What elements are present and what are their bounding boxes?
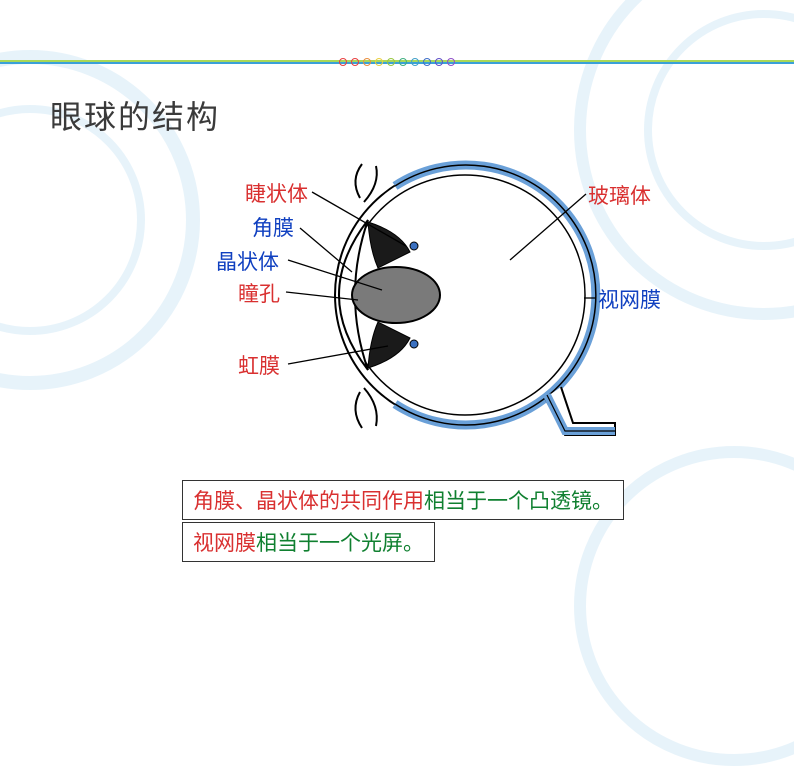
caption-1: 角膜、晶状体的共同作用相当于一个凸透镜。 — [182, 480, 624, 520]
label-iris: 虹膜 — [238, 350, 280, 380]
decor-dot — [339, 58, 347, 66]
eye-diagram: 睫状体 角膜 晶状体 瞳孔 虹膜 玻璃体 视网膜 — [200, 150, 660, 440]
decor-dot — [447, 58, 455, 66]
label-retina: 视网膜 — [598, 284, 661, 314]
caption-2: 视网膜相当于一个光屏。 — [182, 522, 435, 562]
caption-1-part-0: 角膜、晶状体的共同作用 — [193, 490, 424, 513]
decor-dot — [399, 58, 407, 66]
decor-dot — [435, 58, 443, 66]
label-pupil: 瞳孔 — [238, 278, 280, 308]
decor-dot — [363, 58, 371, 66]
caption-1-part-1: 相当于一个凸透镜。 — [424, 490, 613, 513]
caption-2-part-0: 视网膜 — [193, 532, 256, 555]
decor-dots — [339, 58, 455, 66]
label-ciliary: 睫状体 — [245, 178, 308, 208]
decor-dot — [411, 58, 419, 66]
label-cornea: 角膜 — [252, 212, 294, 242]
decor-dot — [351, 58, 359, 66]
decor-dot — [387, 58, 395, 66]
label-lens: 晶状体 — [216, 246, 279, 276]
label-vitreous: 玻璃体 — [588, 180, 651, 210]
decor-dot — [423, 58, 431, 66]
caption-2-part-1: 相当于一个光屏。 — [256, 532, 424, 555]
decor-dot — [375, 58, 383, 66]
page-title: 眼球的结构 — [50, 92, 220, 138]
